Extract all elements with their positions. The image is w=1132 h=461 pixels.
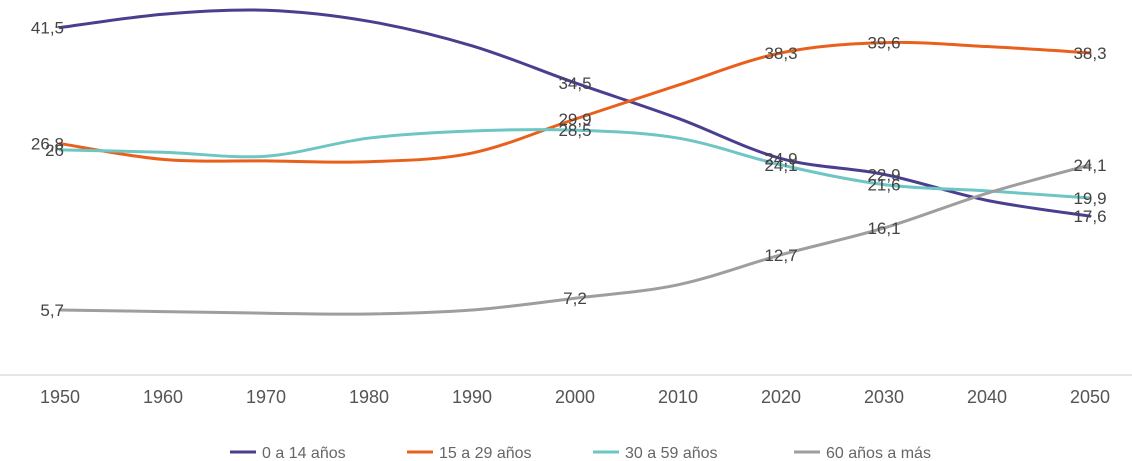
x-tick-label: 1990 xyxy=(452,387,492,407)
data-label: 21,6 xyxy=(867,176,900,195)
data-label: 24,1 xyxy=(1073,156,1106,175)
data-label: 26 xyxy=(45,141,64,160)
series-line-3 xyxy=(58,128,1092,200)
x-tick-label: 2040 xyxy=(967,387,1007,407)
x-tick-label: 2030 xyxy=(864,387,904,407)
data-label: 19,9 xyxy=(1073,189,1106,208)
data-label-layer: 41,5 34,5 24,9 22,9 17,6 26,8 29,9 38,3 39,6 38,3… xyxy=(31,19,1107,320)
data-label: 7,2 xyxy=(563,289,587,308)
data-label: 5,7 xyxy=(40,301,64,320)
x-tick-label: 1980 xyxy=(349,387,389,407)
legend-label: 60 años a más xyxy=(826,445,931,461)
data-label: 12,7 xyxy=(764,246,797,265)
x-tick-label: 2010 xyxy=(658,387,698,407)
data-label: 17,6 xyxy=(1073,207,1106,226)
x-tick-label: 2050 xyxy=(1070,387,1110,407)
x-tick-label: 1970 xyxy=(246,387,286,407)
data-label: 29,9 xyxy=(558,110,591,129)
data-label: 39,6 xyxy=(867,34,900,53)
data-label: 41,5 xyxy=(31,19,64,38)
x-tick-label: 2020 xyxy=(761,387,801,407)
data-label: 24,1 xyxy=(764,156,797,175)
x-tick-label: 1960 xyxy=(143,387,183,407)
x-tick-label: 1950 xyxy=(40,387,80,407)
data-label: 16,1 xyxy=(867,219,900,238)
data-label: 34,5 xyxy=(558,74,591,93)
data-label: 22,9 xyxy=(867,165,900,184)
x-axis-ticks: 1950 1960 1970 1980 1990 2000 2010 2020 2030 2040… xyxy=(40,387,1110,407)
x-tick-label: 2000 xyxy=(555,387,595,407)
series-layer xyxy=(58,8,1092,316)
series-line-4 xyxy=(58,163,1092,316)
legend: 0 a 14 años 15 a 29 años 30 a 59 años 60 añ… xyxy=(230,445,931,461)
legend-label: 15 a 29 años xyxy=(439,445,532,461)
legend-label: 0 a 14 años xyxy=(262,445,346,461)
data-label: 26,8 xyxy=(31,135,64,154)
data-label: 38,3 xyxy=(1073,44,1106,63)
data-label: 38,3 xyxy=(764,44,797,63)
legend-label: 30 a 59 años xyxy=(625,445,718,461)
series-line-2 xyxy=(58,40,1092,164)
data-label: 24,9 xyxy=(764,150,797,169)
series-line-1 xyxy=(58,8,1092,218)
data-label: 28,5 xyxy=(558,121,591,140)
